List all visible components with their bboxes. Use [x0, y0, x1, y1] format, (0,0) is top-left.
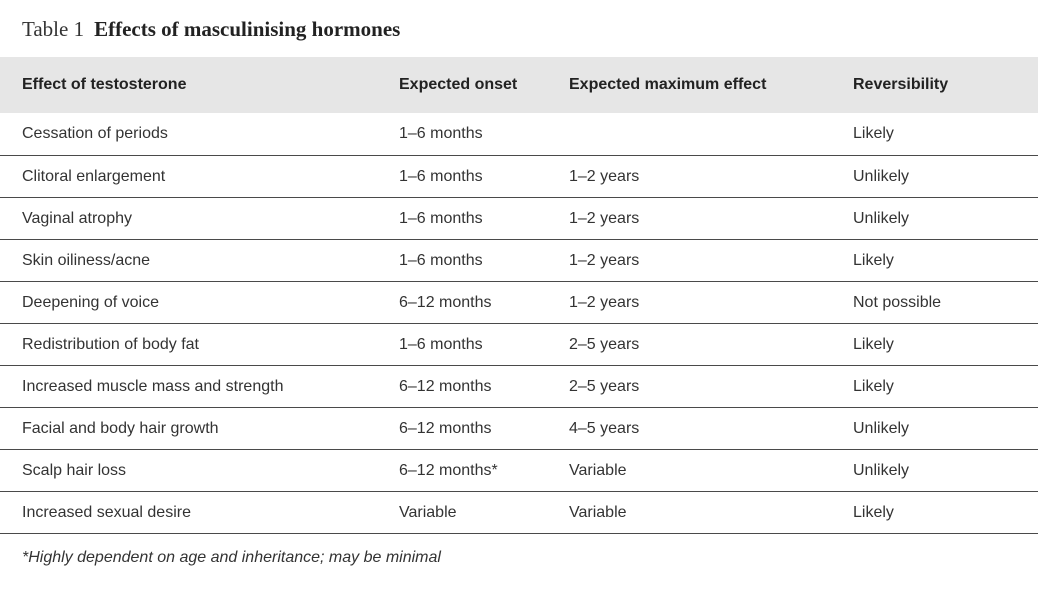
cell-effect: Increased muscle mass and strength [22, 377, 284, 395]
cell-maximum-effect: 1–2 years [569, 251, 640, 269]
cell-onset: 1–6 months [399, 125, 483, 143]
table-row: Facial and body hair growth 6–12 months … [0, 407, 1038, 449]
cell-effect: Skin oiliness/acne [22, 251, 151, 269]
cell-onset: 6–12 months [399, 293, 492, 311]
table-caption: Table 1 Effects of masculinising hormone… [22, 14, 400, 44]
table-row: Increased muscle mass and strength 6–12 … [0, 365, 1038, 407]
cell-reversibility: Not possible [853, 293, 942, 311]
header-onset: Expected onset [399, 76, 518, 93]
cell-maximum-effect: 1–2 years [569, 209, 640, 227]
cell-reversibility: Unlikely [853, 461, 910, 479]
cell-reversibility: Likely [853, 251, 894, 269]
cell-reversibility: Likely [853, 125, 894, 143]
cell-effect: Redistribution of body fat [22, 335, 199, 353]
cell-onset: 6–12 months [399, 377, 492, 395]
cell-onset: 1–6 months [399, 167, 483, 185]
cell-onset: 6–12 months* [399, 461, 498, 479]
cell-effect: Vaginal atrophy [22, 209, 132, 227]
table-row: Increased sexual desire Variable Variabl… [0, 491, 1038, 533]
cell-maximum-effect [569, 113, 853, 155]
header-effect: Effect of testosterone [22, 76, 187, 93]
cell-reversibility: Likely [853, 503, 894, 521]
table-row: Cessation of periods 1–6 months Likely [0, 113, 1038, 155]
cell-maximum-effect: 1–2 years [569, 167, 640, 185]
cell-reversibility: Likely [853, 335, 894, 353]
cell-effect: Scalp hair loss [22, 461, 127, 479]
table-row: Skin oiliness/acne 1–6 months 1–2 years … [0, 239, 1038, 281]
cell-reversibility: Unlikely [853, 419, 910, 437]
header-maximum-effect: Expected maximum effect [569, 76, 767, 93]
table-title: Effects of masculinising hormones [94, 17, 401, 41]
cell-onset: 1–6 months [399, 335, 483, 353]
cell-onset: 6–12 months [399, 419, 492, 437]
table-number: Table 1 [22, 17, 85, 41]
cell-reversibility: Likely [853, 377, 894, 395]
table-row: Scalp hair loss 6–12 months* Variable Un… [0, 449, 1038, 491]
cell-reversibility: Unlikely [853, 209, 910, 227]
header-reversibility: Reversibility [853, 76, 949, 93]
effects-table: Effect of testosterone Expected onset Ex… [0, 57, 1038, 534]
cell-onset: 1–6 months [399, 209, 483, 227]
table-row: Deepening of voice 6–12 months 1–2 years… [0, 281, 1038, 323]
table-row: Clitoral enlargement 1–6 months 1–2 year… [0, 155, 1038, 197]
cell-maximum-effect: Variable [569, 461, 627, 479]
cell-maximum-effect: 1–2 years [569, 293, 640, 311]
cell-effect: Cessation of periods [22, 125, 168, 143]
table-row: Vaginal atrophy 1–6 months 1–2 years Unl… [0, 197, 1038, 239]
cell-effect: Increased sexual desire [22, 503, 191, 521]
cell-maximum-effect: Variable [569, 503, 627, 521]
cell-effect: Deepening of voice [22, 293, 159, 311]
cell-onset: 1–6 months [399, 251, 483, 269]
cell-maximum-effect: 2–5 years [569, 377, 640, 395]
cell-maximum-effect: 2–5 years [569, 335, 640, 353]
cell-reversibility: Unlikely [853, 167, 910, 185]
table-row: Redistribution of body fat 1–6 months 2–… [0, 323, 1038, 365]
cell-onset: Variable [399, 503, 457, 521]
cell-effect: Clitoral enlargement [22, 167, 166, 185]
table-footnote: *Highly dependent on age and inheritance… [22, 549, 441, 566]
cell-effect: Facial and body hair growth [22, 419, 219, 437]
table-header-row: Effect of testosterone Expected onset Ex… [0, 57, 1038, 113]
cell-maximum-effect: 4–5 years [569, 419, 640, 437]
